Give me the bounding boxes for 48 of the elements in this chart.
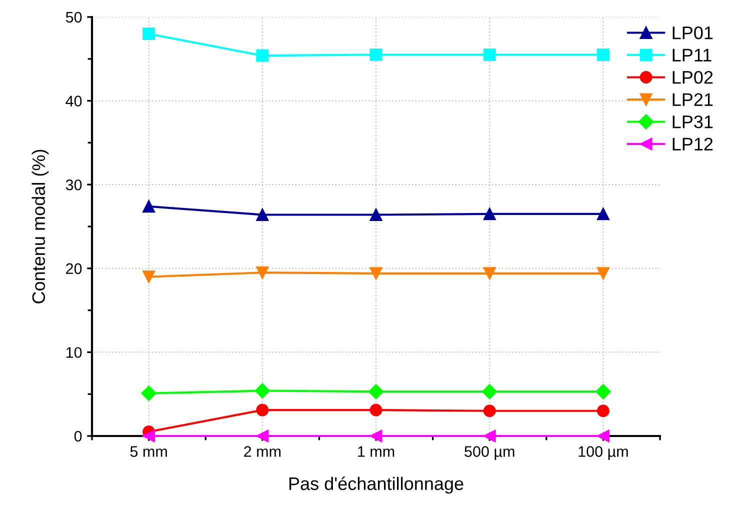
point — [483, 48, 496, 61]
legend-label: LP02 — [672, 70, 713, 84]
point — [256, 49, 269, 62]
legend-label: LP01 — [672, 26, 713, 40]
legend-label: LP12 — [672, 138, 713, 150]
legend-label: LP21 — [672, 93, 713, 106]
point — [370, 208, 382, 222]
point — [596, 208, 610, 220]
y-axis-title: Contenu modal (%) — [32, 150, 49, 304]
legend-label: LP11 — [672, 48, 712, 62]
y-tick-label: 30 — [66, 179, 82, 190]
y-tick-label: 20 — [66, 263, 82, 274]
point — [370, 430, 382, 442]
x-axis-title: Pas d'échantillonnage — [289, 476, 464, 494]
x-tick-label: 500 µm — [464, 446, 514, 460]
point — [596, 384, 611, 400]
point — [370, 267, 382, 280]
point — [141, 386, 156, 401]
point — [142, 28, 156, 40]
point — [483, 430, 496, 442]
y-tick-label: 40 — [66, 96, 82, 106]
point — [142, 200, 156, 213]
y-tick-label: 10 — [66, 347, 82, 358]
point — [596, 267, 610, 280]
x-tick-label: 5 mm — [130, 446, 167, 457]
x-tick-label: 1 mm — [358, 446, 394, 457]
y-tick-label: 0 — [74, 430, 82, 442]
point — [142, 430, 156, 442]
point — [596, 48, 610, 61]
point — [368, 384, 384, 400]
point — [370, 48, 382, 61]
point — [483, 267, 496, 280]
point — [483, 208, 496, 220]
point — [483, 404, 496, 418]
point — [370, 404, 382, 416]
point — [256, 404, 269, 416]
point — [596, 430, 610, 442]
point — [256, 208, 269, 222]
point — [482, 384, 498, 400]
point — [142, 270, 156, 284]
point — [256, 266, 269, 279]
point — [596, 404, 610, 418]
y-tick-label: 50 — [66, 12, 82, 23]
point — [256, 430, 269, 442]
legend-label: LP31 — [672, 115, 713, 128]
x-tick-label: 100 µm — [578, 446, 628, 460]
x-tick-label: 2 mm — [244, 446, 280, 457]
point — [254, 383, 270, 398]
